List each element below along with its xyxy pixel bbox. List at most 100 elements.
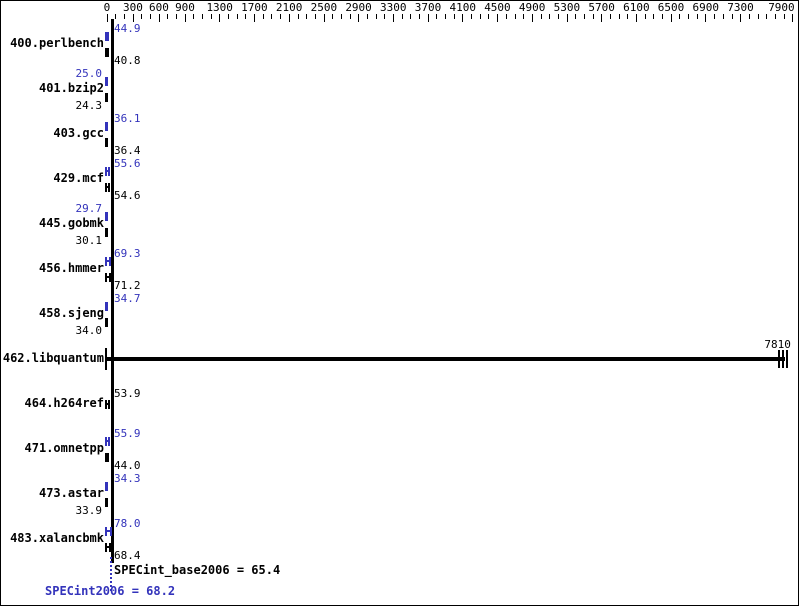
- x-axis-tick: [401, 14, 403, 19]
- x-axis-tick: [392, 14, 394, 22]
- x-axis-tick: [731, 14, 733, 19]
- peak-value-label: 78.0: [114, 517, 141, 530]
- peak-bar: [105, 166, 110, 176]
- base-value-label: 34.0: [75, 324, 103, 337]
- peak-value-label: 55.6: [114, 157, 141, 170]
- bar-line: [105, 186, 110, 188]
- x-axis-tick-label: 5300: [553, 1, 581, 14]
- x-axis-tick: [757, 14, 759, 19]
- x-axis-tick: [583, 14, 585, 19]
- bar-end-cap: [107, 166, 110, 176]
- x-axis-tick: [748, 14, 750, 19]
- bar-end-cap: [106, 137, 109, 147]
- base-bar: [105, 272, 112, 282]
- x-axis-tick-label: 3700: [414, 1, 442, 14]
- peak-value-label: 44.9: [114, 22, 141, 35]
- base-value-label: 30.1: [75, 234, 103, 247]
- bar-start-cap: [105, 47, 107, 57]
- bar-start-cap: [105, 121, 107, 131]
- x-axis-tick: [210, 14, 212, 19]
- x-axis-tick: [366, 14, 368, 19]
- bar-line: [105, 260, 111, 262]
- x-axis-tick: [236, 14, 238, 19]
- base-bar: [105, 137, 109, 147]
- x-axis-tick: [549, 14, 551, 19]
- x-axis-tick: [488, 14, 490, 19]
- benchmark-name: 429.mcf: [53, 171, 104, 185]
- x-axis-tick: [505, 14, 507, 19]
- x-axis-tick: [280, 14, 282, 19]
- bar-start-cap: [105, 452, 107, 462]
- bar-end-cap: [106, 452, 109, 462]
- peak-value-label: 55.9: [114, 427, 141, 440]
- peak-bar: [105, 31, 109, 41]
- peak-value-label: 36.1: [114, 112, 141, 125]
- x-axis-tick: [175, 14, 177, 19]
- x-axis-tick: [158, 14, 160, 22]
- bar-start-cap: [105, 31, 107, 41]
- bar-start-cap: [105, 137, 107, 147]
- x-axis-tick: [601, 14, 603, 22]
- bar-line: [105, 276, 112, 278]
- x-axis-tick: [419, 14, 420, 19]
- x-axis-tick-label: 2100: [275, 1, 303, 14]
- run-marker: [777, 350, 780, 368]
- benchmark-name: 403.gcc: [53, 126, 104, 140]
- base-bar: [105, 317, 108, 327]
- x-axis-tick: [262, 14, 264, 19]
- x-axis-tick: [679, 14, 681, 19]
- x-axis-tick: [141, 14, 143, 19]
- bar-line: [105, 530, 112, 532]
- x-axis-tick-label: 4900: [518, 1, 546, 14]
- peak-bar: [105, 121, 109, 131]
- peak-bar: [105, 211, 108, 221]
- x-axis-tick: [575, 14, 577, 19]
- bar-line: [105, 170, 110, 172]
- x-axis-tick: [497, 14, 499, 22]
- x-axis-tick-label: 7300: [727, 1, 754, 14]
- base-bar: [105, 182, 110, 192]
- bar-end-cap: [106, 92, 108, 102]
- bar-end-cap: [106, 47, 109, 57]
- x-axis-tick: [774, 14, 776, 19]
- specint2006-summary: SPECint2006 = 68.2: [45, 584, 176, 598]
- benchmark-name: 462.libquantum: [2, 351, 104, 365]
- bar-end-cap: [109, 526, 112, 536]
- x-axis-tick: [288, 14, 290, 22]
- x-axis-tick-label: 6500: [657, 1, 685, 14]
- x-axis-tick-label: 4500: [484, 1, 511, 14]
- peak-value-label: 25.0: [75, 67, 103, 80]
- run-marker: [781, 350, 784, 368]
- x-axis-tick: [636, 14, 637, 22]
- x-axis-tick: [132, 14, 134, 22]
- bar-start-cap: [105, 272, 107, 282]
- benchmark-name: 458.sjeng: [38, 306, 104, 320]
- x-axis-tick-label: 6100: [623, 1, 650, 14]
- peak-bar: [105, 301, 108, 311]
- x-axis-tick-label: 2500: [310, 1, 338, 14]
- x-axis-tick: [410, 14, 412, 19]
- x-axis-tick: [106, 14, 108, 22]
- base-bar: [105, 542, 111, 552]
- base-bar: [105, 399, 110, 409]
- x-axis-tick: [123, 14, 125, 19]
- x-axis-tick: [184, 14, 186, 22]
- x-axis-tick-label: 1700: [241, 1, 268, 14]
- x-axis-tick: [202, 14, 203, 19]
- bar-end-cap: [109, 272, 112, 282]
- base-value-label: 68.4: [114, 549, 141, 562]
- base-value-label: 53.9: [114, 387, 141, 400]
- bar-start-cap: [105, 542, 107, 552]
- x-axis-tick: [314, 14, 316, 19]
- bar-end-cap: [107, 182, 110, 192]
- x-axis-tick: [271, 14, 273, 19]
- x-axis-tick: [644, 14, 646, 19]
- x-axis-tick: [332, 14, 334, 19]
- x-axis-tick: [714, 14, 716, 19]
- benchmark-name: 473.astar: [38, 486, 104, 500]
- bar-end-cap: [109, 256, 111, 266]
- benchmark-name: 471.omnetpp: [24, 441, 104, 455]
- x-axis-tick: [592, 14, 594, 19]
- base-value-label: 24.3: [75, 99, 103, 112]
- bar-line: [105, 403, 110, 405]
